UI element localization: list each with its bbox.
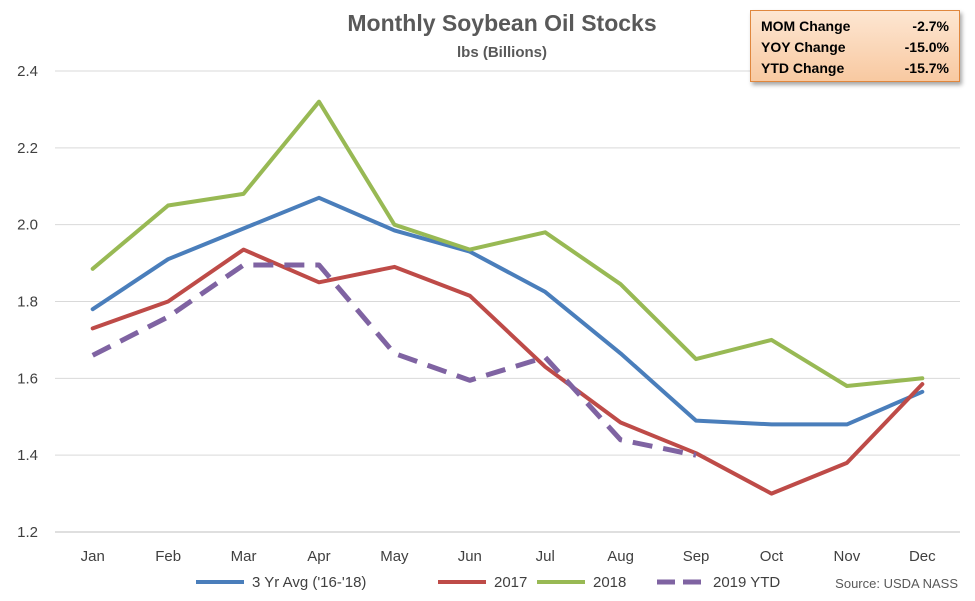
series-line-0 <box>90 195 925 427</box>
source-note: Source: USDA NASS <box>835 576 958 591</box>
gridlines <box>55 70 960 533</box>
x-tick-label: Jun <box>458 548 482 565</box>
stat-value: -15.7% <box>904 60 949 76</box>
stats-callout-box: MOM Change -2.7% YOY Change -15.0% YTD C… <box>750 10 960 82</box>
y-tick-label: 1.8 <box>17 294 38 311</box>
x-tick-label: Mar <box>231 548 257 565</box>
stat-value: -15.0% <box>904 39 949 55</box>
chart-title: Monthly Soybean Oil Stocks <box>347 10 656 36</box>
x-tick-label: May <box>380 548 409 565</box>
x-axis-ticks: Jan Feb Mar Apr May Jun Jul Aug Sep Oct Nov Dec <box>81 548 937 565</box>
y-tick-label: 1.2 <box>17 524 38 541</box>
series-line-1 <box>90 247 925 496</box>
stat-label: YTD Change <box>761 60 845 76</box>
legend-label: 3 Yr Avg ('16-'18) <box>252 574 366 591</box>
series-line-2 <box>90 99 925 388</box>
y-tick-label: 2.0 <box>17 217 38 234</box>
chart-subtitle: lbs (Billions) <box>457 44 547 61</box>
y-tick-label: 2.4 <box>17 63 38 80</box>
legend-label: 2017 <box>494 574 527 591</box>
y-axis-ticks: 1.2 1.4 1.6 1.8 2.0 2.2 2.4 <box>17 63 38 541</box>
y-tick-label: 1.4 <box>17 447 38 464</box>
x-tick-label: Apr <box>307 548 330 565</box>
x-tick-label: Nov <box>834 548 861 565</box>
x-tick-label: Oct <box>760 548 784 565</box>
x-tick-label: Sep <box>683 548 710 565</box>
stat-label: YOY Change <box>761 39 846 55</box>
stat-row-mom: MOM Change -2.7% <box>761 16 949 37</box>
series-line-3 <box>91 262 697 458</box>
legend-label: 2018 <box>593 574 626 591</box>
x-tick-label: Feb <box>155 548 181 565</box>
legend: 3 Yr Avg ('16-'18) 2017 2018 2019 YTD <box>196 574 780 591</box>
stat-row-ytd: YTD Change -15.7% <box>761 58 949 79</box>
x-tick-label: Jan <box>81 548 105 565</box>
stat-row-yoy: YOY Change -15.0% <box>761 37 949 58</box>
x-tick-label: Aug <box>607 548 634 565</box>
series-lines <box>90 99 925 496</box>
stat-value: -2.7% <box>912 18 949 34</box>
x-tick-label: Dec <box>909 548 936 565</box>
x-tick-label: Jul <box>536 548 555 565</box>
y-tick-label: 2.2 <box>17 140 38 157</box>
legend-label: 2019 YTD <box>713 574 780 591</box>
y-tick-label: 1.6 <box>17 370 38 387</box>
stat-label: MOM Change <box>761 18 851 34</box>
